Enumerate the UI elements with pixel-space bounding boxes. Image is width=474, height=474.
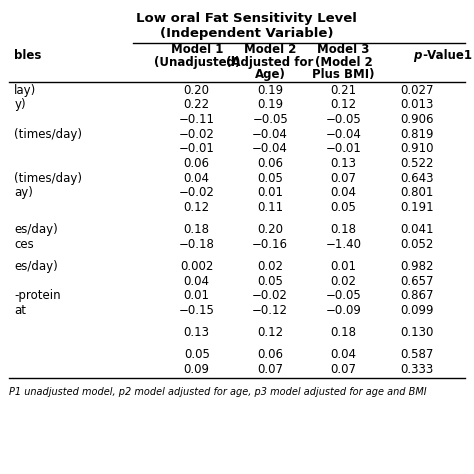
Text: −0.05: −0.05 (252, 113, 288, 126)
Text: −0.15: −0.15 (179, 304, 215, 317)
Text: 0.02: 0.02 (331, 274, 356, 288)
Text: 0.07: 0.07 (331, 363, 356, 376)
Text: (Model 2: (Model 2 (315, 55, 373, 69)
Text: 0.13: 0.13 (184, 326, 210, 339)
Text: 0.05: 0.05 (184, 348, 210, 361)
Text: −0.01: −0.01 (326, 142, 362, 155)
Text: −0.11: −0.11 (179, 113, 215, 126)
Text: 0.01: 0.01 (331, 260, 356, 273)
Text: 0.02: 0.02 (257, 260, 283, 273)
Text: es/day): es/day) (14, 260, 58, 273)
Text: 0.052: 0.052 (401, 238, 434, 251)
Text: (times/day): (times/day) (14, 172, 82, 185)
Text: −0.18: −0.18 (179, 238, 215, 251)
Text: 0.910: 0.910 (401, 142, 434, 155)
Text: 0.027: 0.027 (401, 83, 434, 97)
Text: Plus BMI): Plus BMI) (312, 68, 375, 81)
Text: 0.18: 0.18 (184, 223, 210, 236)
Text: −0.04: −0.04 (252, 128, 288, 141)
Text: 0.12: 0.12 (257, 326, 283, 339)
Text: 0.20: 0.20 (257, 223, 283, 236)
Text: 0.643: 0.643 (401, 172, 434, 185)
Text: 0.801: 0.801 (401, 186, 434, 200)
Text: lay): lay) (14, 83, 36, 97)
Text: 0.333: 0.333 (401, 363, 434, 376)
Text: −0.01: −0.01 (179, 142, 215, 155)
Text: Model 3: Model 3 (318, 43, 370, 56)
Text: 0.07: 0.07 (331, 172, 356, 185)
Text: −0.02: −0.02 (252, 289, 288, 302)
Text: −0.12: −0.12 (252, 304, 288, 317)
Text: 0.11: 0.11 (257, 201, 283, 214)
Text: 0.19: 0.19 (257, 83, 283, 97)
Text: 0.906: 0.906 (401, 113, 434, 126)
Text: 0.04: 0.04 (331, 186, 356, 200)
Text: P1 unadjusted model, p2 model adjusted for age, p3 model adjusted for age and BM: P1 unadjusted model, p2 model adjusted f… (9, 387, 427, 397)
Text: −0.09: −0.09 (326, 304, 362, 317)
Text: 0.522: 0.522 (401, 157, 434, 170)
Text: ay): ay) (14, 186, 33, 200)
Text: 0.20: 0.20 (184, 83, 210, 97)
Text: 0.22: 0.22 (183, 98, 210, 111)
Text: −0.04: −0.04 (252, 142, 288, 155)
Text: 0.09: 0.09 (184, 363, 210, 376)
Text: 0.04: 0.04 (331, 348, 356, 361)
Text: −0.16: −0.16 (252, 238, 288, 251)
Text: −0.04: −0.04 (326, 128, 362, 141)
Text: 0.867: 0.867 (401, 289, 434, 302)
Text: bles: bles (14, 49, 42, 63)
Text: 0.07: 0.07 (257, 363, 283, 376)
Text: (Adjusted for: (Adjusted for (227, 55, 314, 69)
Text: (Unadjusted): (Unadjusted) (154, 55, 240, 69)
Text: 0.21: 0.21 (330, 83, 357, 97)
Text: −1.40: −1.40 (326, 238, 362, 251)
Text: (Independent Variable): (Independent Variable) (160, 27, 333, 40)
Text: 0.06: 0.06 (257, 157, 283, 170)
Text: 0.12: 0.12 (183, 201, 210, 214)
Text: 0.191: 0.191 (401, 201, 434, 214)
Text: 0.657: 0.657 (401, 274, 434, 288)
Text: p: p (413, 49, 421, 63)
Text: Model 2: Model 2 (244, 43, 296, 56)
Text: y): y) (14, 98, 26, 111)
Text: es/day): es/day) (14, 223, 58, 236)
Text: −0.02: −0.02 (179, 128, 215, 141)
Text: 0.819: 0.819 (401, 128, 434, 141)
Text: 0.06: 0.06 (184, 157, 210, 170)
Text: 0.04: 0.04 (184, 274, 210, 288)
Text: 0.099: 0.099 (401, 304, 434, 317)
Text: (times/day): (times/day) (14, 128, 82, 141)
Text: 0.06: 0.06 (257, 348, 283, 361)
Text: at: at (14, 304, 26, 317)
Text: 0.002: 0.002 (180, 260, 213, 273)
Text: 0.01: 0.01 (257, 186, 283, 200)
Text: 0.05: 0.05 (331, 201, 356, 214)
Text: 0.13: 0.13 (331, 157, 356, 170)
Text: 0.18: 0.18 (331, 223, 356, 236)
Text: 0.12: 0.12 (330, 98, 357, 111)
Text: 0.041: 0.041 (401, 223, 434, 236)
Text: Age): Age) (255, 68, 286, 81)
Text: −0.02: −0.02 (179, 186, 215, 200)
Text: ces: ces (14, 238, 34, 251)
Text: Low oral Fat Sensitivity Level: Low oral Fat Sensitivity Level (136, 12, 357, 26)
Text: 0.587: 0.587 (401, 348, 434, 361)
Text: 0.05: 0.05 (257, 172, 283, 185)
Text: 0.19: 0.19 (257, 98, 283, 111)
Text: −0.05: −0.05 (326, 289, 362, 302)
Text: Model 1: Model 1 (171, 43, 223, 56)
Text: 0.982: 0.982 (401, 260, 434, 273)
Text: 0.01: 0.01 (184, 289, 210, 302)
Text: 0.05: 0.05 (257, 274, 283, 288)
Text: 0.013: 0.013 (401, 98, 434, 111)
Text: 0.18: 0.18 (331, 326, 356, 339)
Text: 0.04: 0.04 (184, 172, 210, 185)
Text: 0.130: 0.130 (401, 326, 434, 339)
Text: -Value1: -Value1 (419, 49, 473, 63)
Text: −0.05: −0.05 (326, 113, 362, 126)
Text: -protein: -protein (14, 289, 61, 302)
